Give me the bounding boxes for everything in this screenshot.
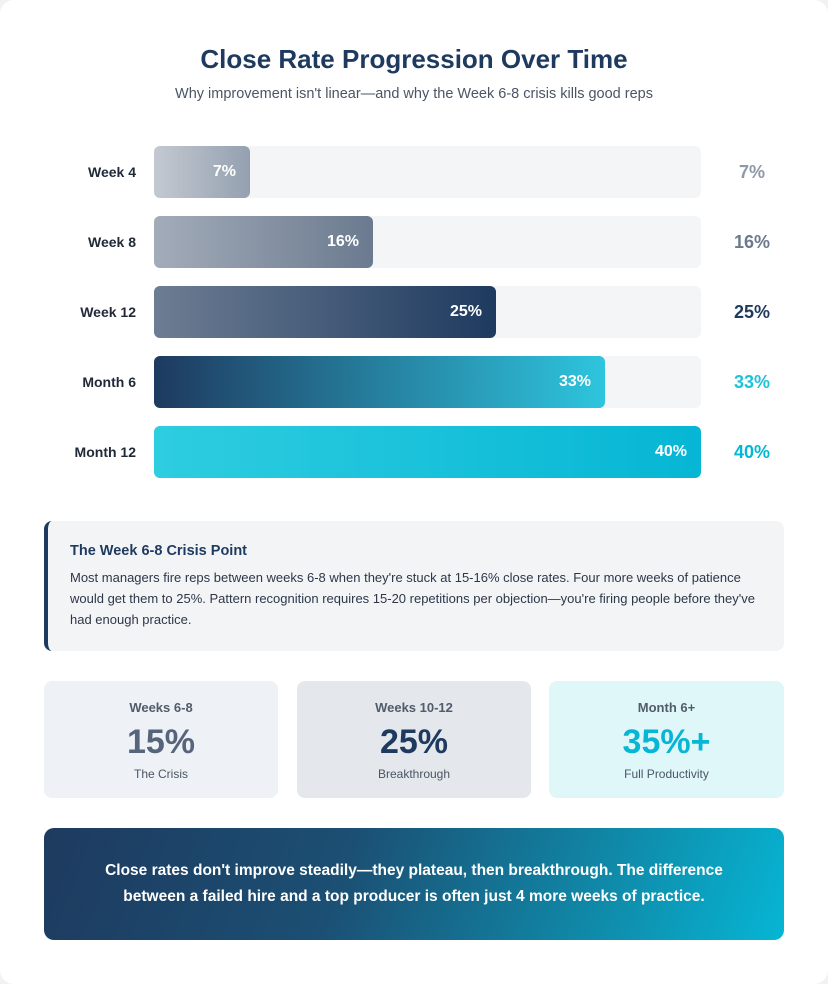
bar-data-label: 40% xyxy=(654,443,687,460)
bar: 25% xyxy=(154,286,496,338)
bar-data-label: 25% xyxy=(449,303,482,320)
stat-label: Month 6+ xyxy=(637,700,696,715)
callout-title: The Week 6-8 Crisis Point xyxy=(70,543,248,559)
value-label: 40% xyxy=(733,442,771,462)
bar-data-label: 7% xyxy=(212,163,236,180)
bar: 33% xyxy=(154,356,605,408)
category-label: Month 12 xyxy=(74,444,136,460)
bar-track: 7% xyxy=(154,146,701,198)
value-label: 33% xyxy=(733,372,771,392)
stat-card-crisis: Weeks 6-8 15% The Crisis xyxy=(44,681,278,798)
category-label: Month 6 xyxy=(82,374,136,390)
bar: 40% xyxy=(154,426,701,478)
bar-track: 16% xyxy=(154,216,701,268)
page-title: Close Rate Progression Over Time xyxy=(200,44,628,74)
summary-banner: Close rates don't improve steadily—they … xyxy=(44,828,784,940)
value-label: 25% xyxy=(733,302,771,322)
stat-caption: The Crisis xyxy=(133,767,188,781)
value-label: 16% xyxy=(733,232,771,252)
stat-card-breakthrough: Weeks 10-12 25% Breakthrough xyxy=(297,681,531,798)
bar-track: 25% xyxy=(154,286,701,338)
callout-body: Most managers fire reps between weeks 6-… xyxy=(70,570,755,627)
stat-value: 35%+ xyxy=(622,723,711,761)
page-subtitle: Why improvement isn't linear—and why the… xyxy=(175,86,653,102)
category-label: Week 4 xyxy=(88,164,136,180)
bar-row: Week 4 7% 7% xyxy=(0,146,828,198)
bar-track: 33% xyxy=(154,356,701,408)
bar-data-label: 16% xyxy=(326,233,359,250)
category-label: Week 8 xyxy=(88,234,136,250)
bar: 7% xyxy=(154,146,250,198)
stat-card-full-productivity: Month 6+ 35%+ Full Productivity xyxy=(549,681,784,798)
bar-data-label: 33% xyxy=(558,373,591,390)
bar-row: Week 12 25% 25% xyxy=(0,286,828,338)
stat-label: Weeks 6-8 xyxy=(129,700,193,715)
banner-text: Close rates don't improve steadily—they … xyxy=(105,862,723,905)
bar-row: Week 8 16% 16% xyxy=(0,216,828,268)
stat-label: Weeks 10-12 xyxy=(375,700,453,715)
close-rate-bar-chart: Week 4 7% 7% Week 8 16% 16% Week 12 25% 25% Month… xyxy=(0,146,828,478)
stat-caption: Breakthrough xyxy=(377,767,451,781)
crisis-callout: The Week 6-8 Crisis Point Most managers … xyxy=(44,521,784,651)
bar-row: Month 12 40% 40% xyxy=(0,426,828,478)
bar: 16% xyxy=(154,216,373,268)
category-label: Week 12 xyxy=(80,304,136,320)
stat-value: 25% xyxy=(379,723,449,761)
stat-caption: Full Productivity xyxy=(624,767,709,781)
bar-row: Month 6 33% 33% xyxy=(0,356,828,408)
bar-track: 40% xyxy=(154,426,701,478)
stat-value: 15% xyxy=(126,723,196,761)
value-label: 7% xyxy=(738,162,765,182)
